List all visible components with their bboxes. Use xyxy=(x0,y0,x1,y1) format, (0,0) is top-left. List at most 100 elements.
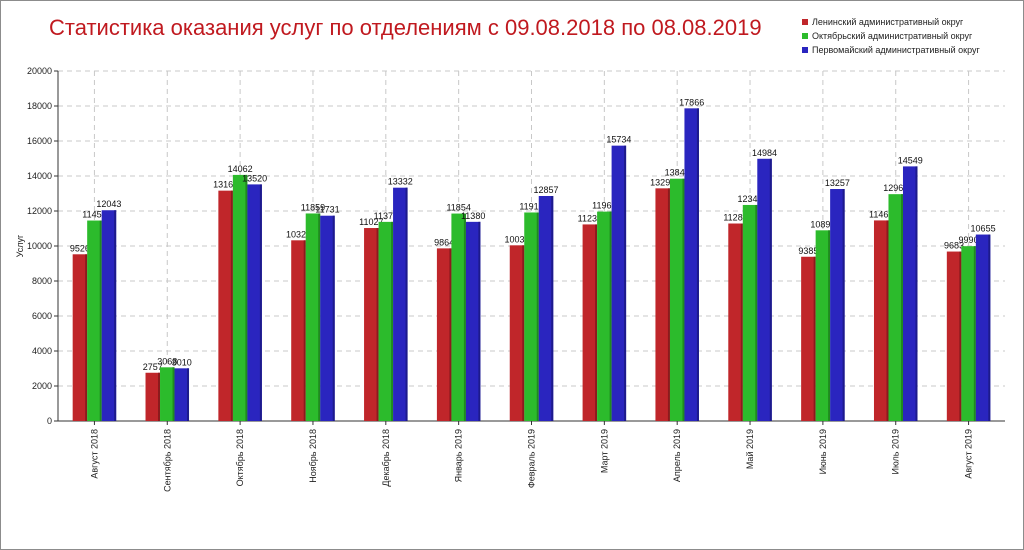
data-label: 9683 xyxy=(944,241,964,251)
bar xyxy=(815,230,831,421)
bar xyxy=(611,145,627,421)
bar-shade xyxy=(449,248,452,421)
y-tick-label: 0 xyxy=(47,416,52,426)
bar-shade xyxy=(624,145,627,421)
bar-shade xyxy=(813,256,816,421)
data-label: 11854 xyxy=(446,203,470,213)
data-label: 10655 xyxy=(971,224,996,234)
data-label: 13332 xyxy=(388,177,413,187)
bar-shade xyxy=(682,178,685,421)
data-label: 15734 xyxy=(606,135,631,145)
y-axis-label: Услуг xyxy=(15,234,25,257)
y-tick-label: 4000 xyxy=(32,346,52,356)
bar-shade xyxy=(900,194,903,421)
x-tick-label: Сентябрь 2018 xyxy=(162,429,172,492)
data-label: 11379 xyxy=(374,211,398,221)
bar xyxy=(247,184,262,421)
bar-shade xyxy=(551,196,554,421)
bar-shade xyxy=(245,174,248,421)
bar xyxy=(757,158,772,421)
x-tick-label: Октябрь 2018 xyxy=(235,429,245,486)
data-label: 10039 xyxy=(504,234,529,244)
legend-label-pervomaisky: Первомайский административный округ xyxy=(812,45,980,55)
bar-shade xyxy=(303,240,306,421)
x-tick-label: Февраль 2019 xyxy=(527,429,537,488)
data-label: 11285 xyxy=(723,213,747,223)
bar-shade xyxy=(230,190,233,421)
data-label: 14062 xyxy=(228,164,253,174)
bar xyxy=(961,246,976,421)
data-label: 9990 xyxy=(959,235,979,245)
bar xyxy=(597,211,612,421)
bar xyxy=(101,210,117,421)
bar xyxy=(320,215,335,421)
data-label: 11455 xyxy=(82,210,106,220)
bar-shade xyxy=(842,189,845,421)
x-tick-label: Июнь 2019 xyxy=(818,429,828,474)
bar xyxy=(946,251,962,421)
data-label: 11380 xyxy=(461,211,485,221)
legend-item-pervomaisky: Первомайский административный округ xyxy=(802,43,980,57)
bar xyxy=(684,108,699,421)
bar xyxy=(160,367,175,421)
legend-label-oktyabrsky: Октябрьский административный округ xyxy=(812,31,973,41)
bar-shade xyxy=(114,210,117,421)
data-label: 13257 xyxy=(825,178,850,188)
legend-swatch-oktyabrsky xyxy=(802,33,808,39)
bar xyxy=(830,189,845,421)
data-label: 9864 xyxy=(434,237,454,247)
bar-shade xyxy=(595,224,598,421)
data-label: 12857 xyxy=(533,185,558,195)
bar-shade xyxy=(522,245,525,421)
data-label: 11916 xyxy=(519,201,543,211)
bar-shade xyxy=(376,228,379,421)
bar-shade xyxy=(99,220,102,421)
data-label: 13295 xyxy=(650,177,675,187)
data-label: 14984 xyxy=(752,148,777,158)
bar xyxy=(393,187,408,421)
bar-shade xyxy=(696,108,699,421)
bar-shade xyxy=(886,220,889,421)
bar-shade xyxy=(172,367,175,421)
x-tick-label: Март 2019 xyxy=(599,429,609,473)
y-tick-label: 6000 xyxy=(32,311,52,321)
data-label: 9385 xyxy=(798,246,818,256)
y-tick-label: 10000 xyxy=(27,241,52,251)
bar xyxy=(72,254,88,421)
bar xyxy=(305,213,321,421)
bar xyxy=(436,248,452,421)
legend-item-leninsky: Ленинский административный округ xyxy=(802,15,980,29)
bar-shade xyxy=(667,188,670,421)
bar xyxy=(465,221,481,421)
bar-shade xyxy=(915,166,918,421)
bar-shade xyxy=(755,204,758,421)
bar-shade xyxy=(259,184,262,421)
bar xyxy=(451,213,466,421)
y-tick-label: 8000 xyxy=(32,276,52,286)
bar-shade xyxy=(405,187,408,421)
data-label: 3068 xyxy=(157,356,177,366)
bar-shade xyxy=(478,221,481,421)
bar-shade xyxy=(828,230,831,421)
data-label: 12345 xyxy=(738,194,763,204)
bar-shade xyxy=(187,368,190,421)
y-tick-label: 16000 xyxy=(27,136,52,146)
data-label: 13845 xyxy=(665,168,690,178)
data-label: 12043 xyxy=(96,199,121,209)
data-label: 14549 xyxy=(898,155,923,165)
bar xyxy=(728,223,743,421)
bar-shade xyxy=(391,221,394,421)
data-label: 2757 xyxy=(143,362,163,372)
bar-shade xyxy=(332,215,335,421)
data-label: 3010 xyxy=(172,357,192,367)
bar-shade xyxy=(85,254,88,421)
bar xyxy=(145,372,161,421)
bar xyxy=(873,220,889,421)
legend: Ленинский административный округ Октябрь… xyxy=(802,15,980,57)
data-label: 12962 xyxy=(883,183,908,193)
legend-label-leninsky: Ленинский административный округ xyxy=(812,17,964,27)
bar xyxy=(902,166,918,421)
bar-shade xyxy=(959,251,962,421)
